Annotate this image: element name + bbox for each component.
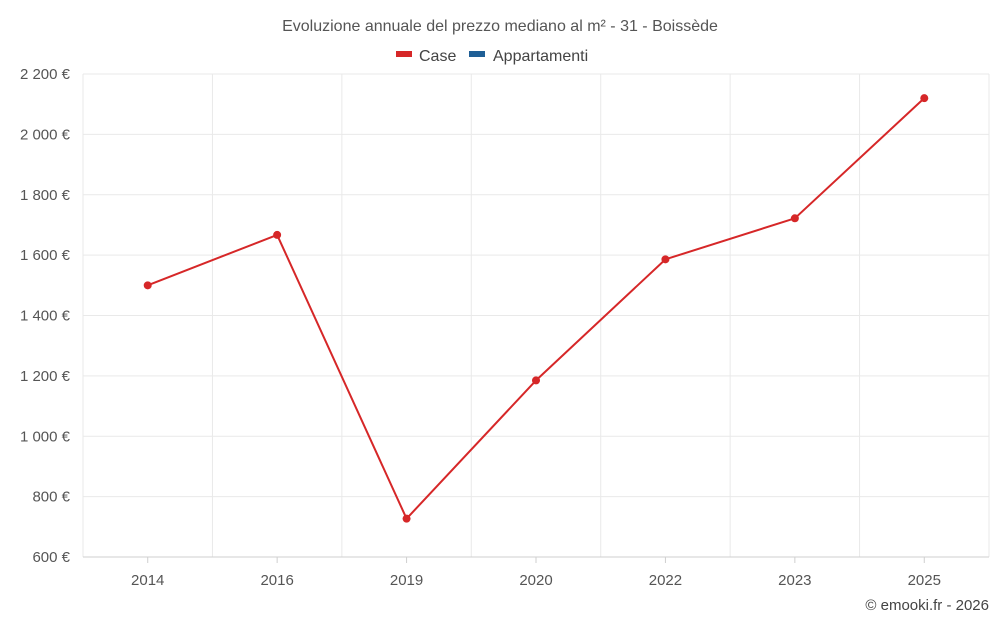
series-case: [143, 94, 929, 523]
data-point-case[interactable]: [661, 255, 670, 264]
x-tick-label: 2020: [519, 572, 552, 589]
data-point-case[interactable]: [920, 94, 929, 103]
legend-swatch-appartamenti: [469, 51, 485, 57]
data-point-case[interactable]: [402, 514, 411, 523]
y-axis-tick-labels: 600 € 800 € 1 000 € 1 200 € 1 400 € 1 600 € 1 …: [20, 66, 71, 566]
y-tick-label: 1 800 €: [20, 187, 71, 204]
legend-item-appartamenti[interactable]: Appartamenti: [469, 48, 588, 65]
y-tick-label: 1 600 €: [20, 247, 71, 264]
grid: [82, 73, 990, 558]
axes: [83, 556, 989, 563]
y-tick-label: 1 200 €: [20, 368, 71, 385]
data-point-case[interactable]: [790, 214, 799, 223]
data-point-case[interactable]: [273, 230, 282, 239]
x-tick-label: 2023: [778, 572, 811, 589]
data-point-case[interactable]: [532, 376, 540, 385]
x-tick-label: 2019: [390, 572, 423, 589]
x-tick-label: 2025: [908, 572, 941, 589]
x-tick-label: 2022: [649, 572, 682, 589]
y-tick-label: 600 €: [32, 549, 70, 566]
series-line-case: [147, 97, 925, 520]
y-tick-label: 1 400 €: [20, 308, 71, 325]
legend-label-case: Case: [419, 48, 456, 65]
x-tick-label: 2014: [131, 572, 164, 589]
x-tick-label: 2016: [260, 572, 293, 589]
y-tick-label: 800 €: [32, 489, 70, 506]
legend-swatch-case: [396, 51, 412, 57]
x-axis-tick-labels: 2014 2016 2019 2020 2022 2023 2025: [131, 572, 941, 589]
data-point-case[interactable]: [143, 281, 152, 290]
y-tick-label: 2 200 €: [20, 66, 71, 83]
legend-label-appartamenti: Appartamenti: [493, 48, 588, 65]
credit-text: © emooki.fr - 2026: [865, 597, 989, 614]
y-tick-label: 1 000 €: [20, 428, 71, 445]
y-tick-label: 2 000 €: [20, 126, 71, 143]
chart-title: Evoluzione annuale del prezzo mediano al…: [282, 18, 718, 35]
legend-item-case[interactable]: Case: [396, 48, 456, 65]
legend: Case Appartamenti: [396, 48, 588, 65]
